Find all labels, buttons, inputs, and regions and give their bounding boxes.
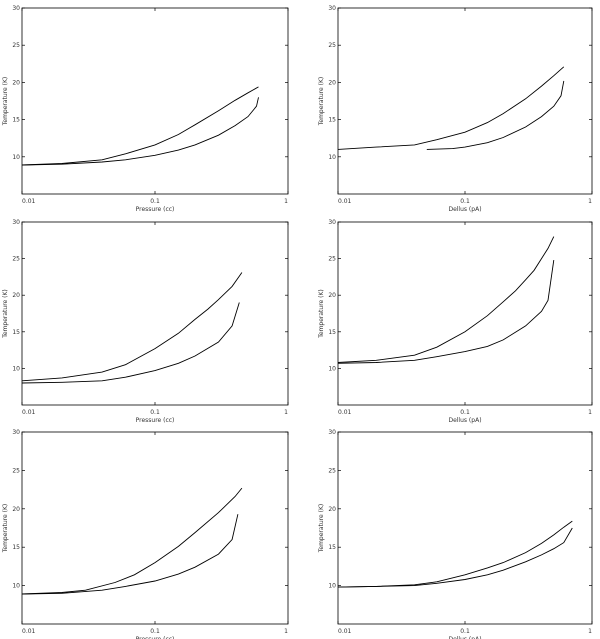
series-line-2 (337, 527, 573, 588)
y-tick-label: 30 (12, 219, 20, 226)
x-tick-label: 1 (588, 628, 592, 635)
plot-frame (337, 221, 593, 406)
x-tick-label: 1 (284, 409, 288, 416)
x-tick-label: 0.01 (22, 409, 36, 416)
y-tick-label: 25 (12, 42, 20, 49)
y-tick-label: 25 (12, 256, 20, 263)
series-line-2 (337, 260, 555, 364)
x-tick-label: 0.01 (338, 628, 352, 635)
x-tick-label: 0.1 (460, 198, 470, 205)
x-axis-label: Pressure (cc) (136, 636, 175, 639)
plot-frame (337, 431, 593, 625)
x-tick-label: 0.1 (460, 409, 470, 416)
series-line-1 (21, 86, 259, 166)
chart-panel-3: 0.01 0.1 1 10 15 20 25 30 Pressure (cc) Temperatu… (2, 219, 289, 424)
x-axis-label: Pressure (cc) (136, 417, 175, 424)
x-tick-label: 0.1 (150, 628, 160, 635)
y-tick-label: 15 (328, 329, 336, 336)
x-tick-label: 0.01 (22, 628, 36, 635)
y-tick-label: 10 (328, 154, 336, 161)
chart-panel-4: 0.01 0.1 1 10 15 20 25 30 Dellus (pA) Temperature… (318, 219, 593, 424)
chart-panel-5: 0.01 0.1 1 10 15 20 25 30 Pressure (cc) Temperatu… (2, 429, 289, 639)
chart-panel-6: 0.01 0.1 1 10 15 20 25 30 Dellus (pA) Temperature… (318, 429, 593, 639)
chart-panel-1: 0.01 0.1 1 10 15 20 25 30 Pressure (cc) Temperatu… (2, 5, 289, 213)
x-tick-label: 0.1 (150, 409, 160, 416)
plot-frame (337, 7, 593, 195)
y-tick-label: 10 (12, 365, 20, 372)
y-tick-label: 25 (328, 42, 336, 49)
x-tick-label: 0.1 (150, 198, 160, 205)
y-tick-label: 20 (328, 292, 336, 299)
series-line-1 (337, 66, 565, 150)
y-axis-label: Temperature (K) (2, 504, 9, 554)
y-axis-label: Temperature (K) (318, 77, 325, 127)
x-tick-label: 0.1 (460, 628, 470, 635)
y-tick-label: 15 (12, 544, 20, 551)
series-line-1 (337, 236, 555, 363)
y-tick-label: 20 (12, 292, 20, 299)
y-tick-label: 10 (12, 583, 20, 590)
y-axis-label: Temperature (K) (318, 504, 325, 554)
y-tick-label: 30 (328, 5, 336, 12)
y-tick-label: 30 (328, 429, 336, 436)
series-line-2 (21, 302, 240, 384)
y-tick-label: 15 (328, 117, 336, 124)
series-line-2 (21, 97, 259, 166)
y-tick-label: 25 (328, 467, 336, 474)
x-tick-label: 1 (588, 409, 592, 416)
x-tick-label: 1 (588, 198, 592, 205)
y-tick-label: 20 (12, 79, 20, 86)
x-tick-label: 0.01 (338, 198, 352, 205)
x-tick-label: 1 (284, 628, 288, 635)
y-tick-label: 15 (12, 329, 20, 336)
y-tick-label: 15 (328, 544, 336, 551)
y-tick-label: 30 (12, 5, 20, 12)
x-tick-label: 1 (284, 198, 288, 205)
x-axis-label: Dellus (pA) (448, 417, 481, 424)
y-tick-label: 20 (328, 506, 336, 513)
y-axis-label: Temperature (K) (2, 289, 9, 339)
y-axis-label: Temperature (K) (2, 77, 9, 127)
y-tick-label: 20 (12, 506, 20, 513)
y-tick-label: 10 (12, 154, 20, 161)
series-line-1 (21, 487, 243, 595)
series-line-1 (337, 520, 573, 588)
y-tick-label: 15 (12, 117, 20, 124)
y-tick-label: 10 (328, 365, 336, 372)
y-axis-label: Temperature (K) (318, 289, 325, 339)
x-tick-label: 0.01 (338, 409, 352, 416)
y-tick-label: 20 (328, 79, 336, 86)
series-line-2 (426, 80, 565, 150)
x-axis-label: Dellus (pA) (448, 206, 481, 213)
y-tick-label: 30 (328, 219, 336, 226)
x-axis-label: Dellus (pA) (448, 636, 481, 639)
series-line-2 (21, 514, 239, 595)
y-tick-label: 10 (328, 583, 336, 590)
y-tick-label: 25 (328, 256, 336, 263)
chart-panel-2: 0.01 0.1 1 10 15 20 25 30 Dellus (pA) Temperature… (318, 5, 593, 213)
plot-frame (21, 431, 289, 625)
x-tick-label: 0.01 (22, 198, 36, 205)
y-tick-label: 25 (12, 467, 20, 474)
plot-frame (21, 7, 289, 195)
series-line-1 (21, 272, 243, 382)
y-tick-label: 30 (12, 429, 20, 436)
x-axis-label: Pressure (cc) (136, 206, 175, 213)
